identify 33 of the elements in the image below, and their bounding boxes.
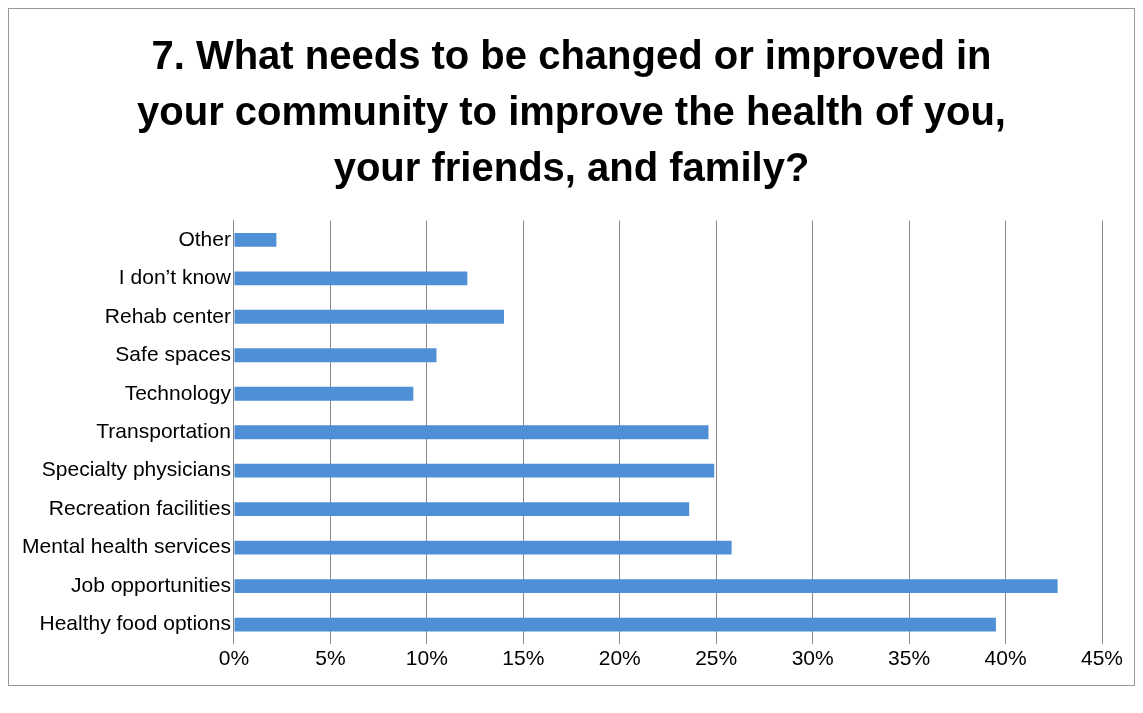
bar: [234, 463, 715, 478]
y-tick-label: Mental health services: [22, 534, 231, 558]
x-tick-label: 35%: [888, 646, 931, 670]
bar: [234, 425, 709, 440]
bar: [234, 309, 504, 324]
x-tick-label: 40%: [984, 646, 1027, 670]
bar: [234, 271, 468, 286]
x-tick-label: 15%: [502, 646, 545, 670]
y-tick-label: Safe spaces: [115, 342, 231, 366]
x-tick-label: 45%: [1080, 646, 1124, 670]
y-tick-label: Recreation facilities: [48, 495, 231, 519]
y-tick-label: Technology: [124, 380, 232, 404]
x-tick-label: 30%: [791, 646, 834, 670]
y-tick-label: I don’t know: [118, 265, 232, 289]
x-tick-label: 0%: [218, 646, 250, 670]
x-tick-label: 25%: [695, 646, 738, 670]
bar: [234, 232, 277, 247]
x-tick-label: 20%: [598, 646, 641, 670]
bar: [234, 579, 1058, 594]
bar: [234, 540, 732, 555]
bar: [234, 348, 437, 363]
y-tick-label: Specialty physicians: [41, 457, 231, 481]
y-tick-label: Other: [178, 226, 231, 250]
y-tick-label: Transportation: [96, 419, 231, 442]
bar: [234, 617, 996, 632]
y-tick-label: Healthy food options: [39, 611, 231, 635]
bar: [234, 386, 414, 401]
y-tick-label: Rehab center: [104, 303, 231, 327]
y-tick-label: Job opportunities: [70, 572, 231, 596]
x-tick-label: 5%: [315, 646, 346, 670]
bar: [234, 502, 690, 517]
x-tick-label: 10%: [405, 646, 448, 670]
chart-title: 7. What needs to be changed or improved in your community to improve the health of you, your friends, and family?: [136, 32, 1007, 191]
